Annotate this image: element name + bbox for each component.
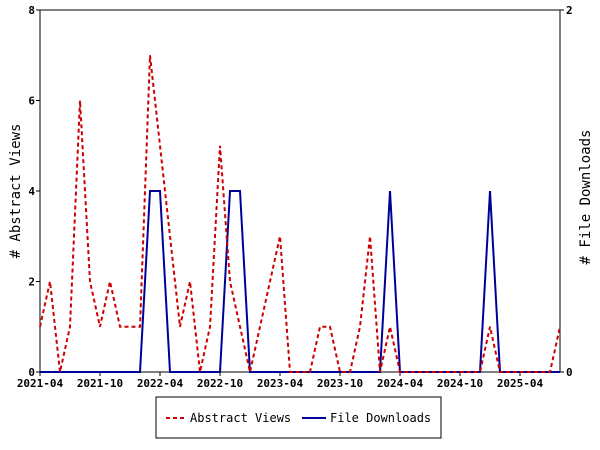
y-left-tick-label: 4 xyxy=(28,185,35,198)
y-left-tick-label: 8 xyxy=(28,4,35,17)
x-tick-label: 2024-04 xyxy=(377,377,424,390)
series-line-file-downloads xyxy=(40,190,560,373)
legend-label-file-downloads: File Downloads xyxy=(330,411,431,425)
legend: Abstract Views File Downloads xyxy=(155,396,442,439)
x-axis-ticks: 2021-04 2021-10 2022-04 2022-10 2023-04 2023-… xyxy=(17,372,544,390)
x-tick-label: 2021-04 xyxy=(17,377,64,390)
x-tick-label: 2021-10 xyxy=(77,377,123,390)
x-tick-label: 2022-04 xyxy=(137,377,184,390)
y-axis-left-label: # Abstract Views xyxy=(8,124,24,259)
series-line-abstract-views xyxy=(39,55,561,373)
y-left-tick-label: 6 xyxy=(28,95,35,108)
x-tick-label: 2024-10 xyxy=(437,377,483,390)
legend-label-abstract-views: Abstract Views xyxy=(190,411,291,425)
x-tick-label: 2022-10 xyxy=(197,377,243,390)
y-left-tick-label: 0 xyxy=(28,366,35,379)
plot-area xyxy=(39,9,561,373)
series-layer xyxy=(39,55,561,373)
x-tick-label: 2023-04 xyxy=(257,377,304,390)
y-axis-left-ticks: 0 2 4 6 8 xyxy=(28,4,40,379)
y-right-tick-label: 2 xyxy=(566,4,573,17)
legend-box xyxy=(155,396,442,439)
x-tick-label: 2025-04 xyxy=(497,377,544,390)
y-right-tick-label: 0 xyxy=(566,366,573,379)
y-left-tick-label: 2 xyxy=(28,276,35,289)
y-axis-right-label: # File Downloads xyxy=(578,130,594,265)
y-axis-right-ticks: 02 xyxy=(560,4,573,379)
x-tick-label: 2023-10 xyxy=(317,377,363,390)
